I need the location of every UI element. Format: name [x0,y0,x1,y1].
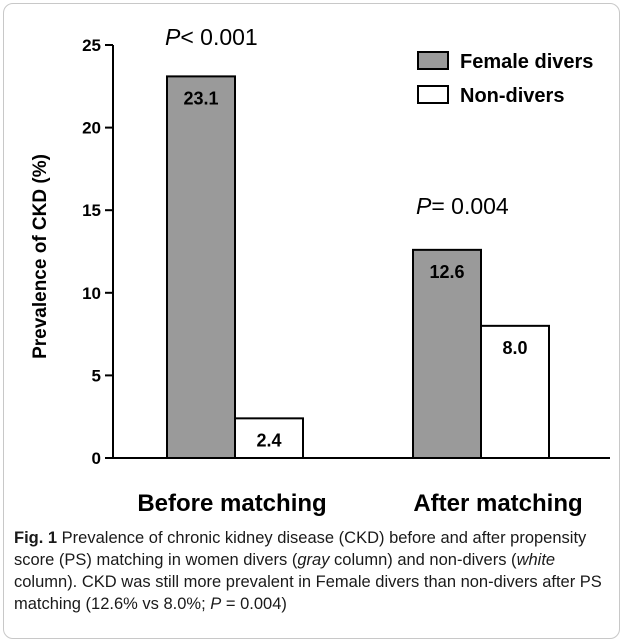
caption-text-3: column). CKD was still more prevalent in… [14,573,602,613]
bar-value-label: 12.6 [429,262,464,282]
caption-p-letter: P [210,595,222,613]
caption-gray-word: gray [297,551,330,569]
bar-chart: 0 5 10 15 20 25 Prevalence of CKD (%) 23.1 2.4… [30,24,610,517]
caption-white-word: white [516,551,556,569]
bar-value-label: 23.1 [183,88,218,108]
caption-text-2: column) and non-divers ( [329,551,517,569]
y-tick-label: 10 [82,284,101,303]
bars: 23.1 2.4 12.6 8.0 [166,75,550,459]
bar-non-divers [480,324,550,459]
bar-female-divers [166,75,236,459]
p-value-annotation: P< 0.001 [165,24,258,50]
y-tick-label: 20 [82,119,101,138]
y-axis-label: Prevalence of CKD (%) [30,154,51,359]
legend-swatch [417,85,449,104]
legend-label: Non-divers [460,85,564,107]
y-tick-label: 0 [92,449,101,468]
bar-value-label: 8.0 [502,338,527,358]
legend-label: Female divers [460,51,593,73]
bar-value-label: 2.4 [256,430,281,450]
y-tick-label: 5 [92,366,101,385]
category-label: After matching [413,490,582,517]
figure-caption: Fig. 1 Prevalence of chronic kidney dise… [14,527,614,615]
legend: Female divers Non-divers [417,51,593,107]
y-ticks: 0 5 10 15 20 25 [82,36,113,468]
y-tick-label: 25 [82,36,101,55]
caption-text-1: Prevalence of chronic kidney disease (CK… [14,529,587,569]
figure-frame [3,3,620,639]
p-value-annotation: P= 0.004 [416,193,509,219]
category-labels: Before matching After matching [137,490,582,517]
p-value-annotations: P< 0.001 P= 0.004 [165,24,509,219]
caption-fig-label: Fig. 1 [14,529,58,547]
category-label: Before matching [137,490,326,517]
legend-swatch [417,51,449,70]
caption-text-4: = 0.004) [221,595,287,613]
y-tick-label: 15 [82,201,101,220]
bar-non-divers [234,417,304,459]
